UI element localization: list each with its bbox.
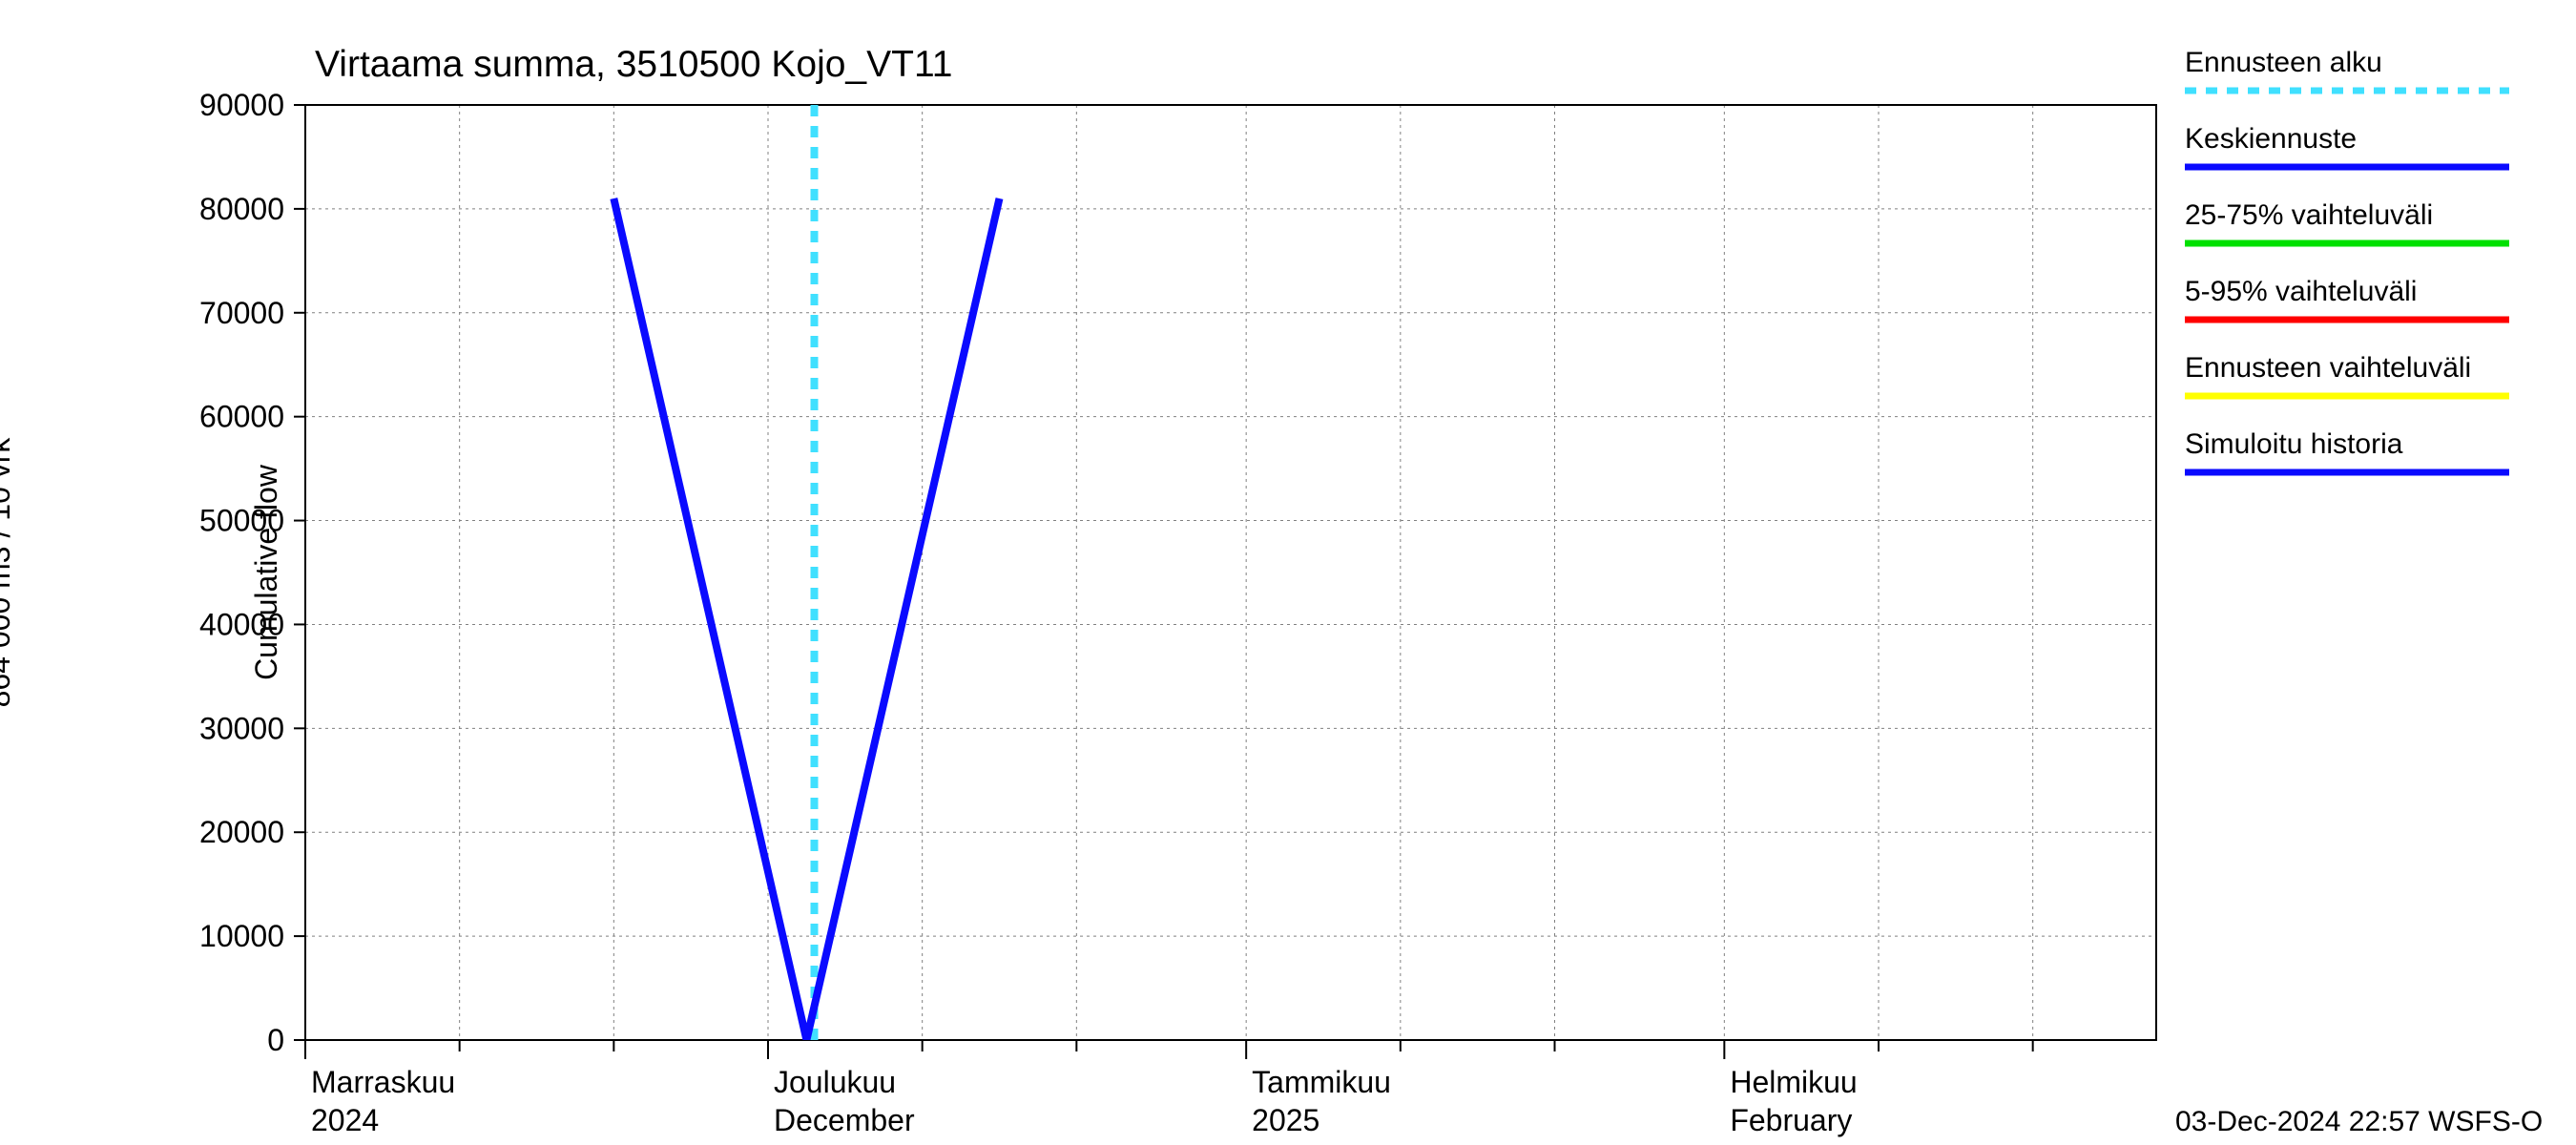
x-month-label-2: 2025 — [1252, 1103, 1319, 1137]
legend-item-label: Keskiennuste — [2185, 123, 2357, 155]
y-tick-label: 0 — [267, 1023, 284, 1057]
y-tick-label: 20000 — [199, 815, 284, 849]
x-month-label-1: Joulukuu — [774, 1065, 896, 1099]
x-month-label-1: Marraskuu — [311, 1065, 455, 1099]
y-axis-label-2: 864 000 m3 / 10 vrk — [0, 437, 16, 708]
chart-bg — [0, 0, 2576, 1145]
y-tick-label: 10000 — [199, 919, 284, 953]
y-axis-label-1: Cumulative flow — [249, 464, 283, 680]
chart-svg: Virtaama summa, 3510500 Kojo_VT11 0 10000… — [0, 0, 2576, 1145]
x-month-label-1: Tammikuu — [1252, 1065, 1391, 1099]
x-month-label-2: 2024 — [311, 1103, 379, 1137]
legend-item-label: 5-95% vaihteluväli — [2185, 276, 2417, 307]
footer-timestamp: 03-Dec-2024 22:57 WSFS-O — [2175, 1106, 2543, 1137]
legend-item-label: 25-75% vaihteluväli — [2185, 199, 2433, 231]
legend-item-label: Ennusteen alku — [2185, 47, 2382, 78]
y-tick-label: 80000 — [199, 192, 284, 226]
y-tick-label: 90000 — [199, 88, 284, 122]
chart-title: Virtaama summa, 3510500 Kojo_VT11 — [315, 44, 952, 85]
chart-container: Virtaama summa, 3510500 Kojo_VT11 0 10000… — [0, 0, 2576, 1145]
y-tick-label: 30000 — [199, 711, 284, 745]
x-month-label-2: December — [774, 1103, 915, 1137]
y-tick-label: 70000 — [199, 296, 284, 330]
y-tick-label: 60000 — [199, 400, 284, 434]
legend-item-label: Simuloitu historia — [2185, 428, 2403, 460]
x-month-label-2: February — [1730, 1103, 1852, 1137]
legend-item-label: Ennusteen vaihteluväli — [2185, 352, 2471, 384]
x-month-label-1: Helmikuu — [1730, 1065, 1857, 1099]
